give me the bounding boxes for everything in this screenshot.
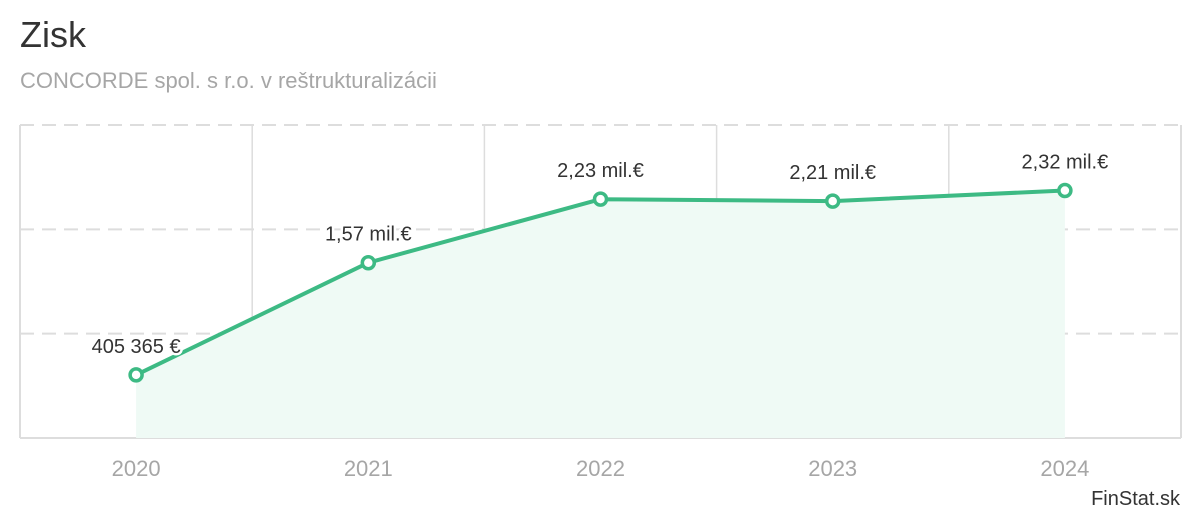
x-axis-tick-label: 2022 (576, 456, 625, 481)
data-labels: 405 365 € 1,57 mil.€ 2,23 mil.€ 2,21 mil.€ 2… (89, 149, 1111, 360)
data-point-marker[interactable] (824, 193, 841, 209)
data-label: 405 365 € (92, 336, 181, 358)
data-point-marker[interactable] (128, 367, 144, 383)
area-fill (136, 190, 1065, 438)
x-axis-tick-label: 2024 (1040, 456, 1089, 481)
x-axis-tick-label: 2020 (112, 456, 161, 481)
finstat-logo-text: FinStat.sk (1091, 488, 1180, 510)
data-label: 2,23 mil.€ (557, 160, 644, 182)
chart-subtitle: CONCORDE spol. s r.o. v reštrukturalizác… (20, 68, 437, 93)
data-point-marker[interactable] (592, 191, 609, 207)
x-axis-labels: 2020 2021 2022 2023 2024 (112, 456, 1090, 481)
data-point-marker[interactable] (1057, 182, 1073, 199)
chart-title: Zisk (20, 14, 86, 55)
data-label: 2,21 mil.€ (789, 162, 876, 184)
x-axis-tick-label: 2023 (808, 456, 857, 481)
data-label: 1,57 mil.€ (325, 224, 412, 246)
data-label: 2,32 mil.€ (1022, 151, 1109, 173)
x-axis-tick-label: 2021 (344, 456, 393, 481)
data-points (128, 182, 1073, 383)
data-point-marker[interactable] (360, 254, 377, 271)
